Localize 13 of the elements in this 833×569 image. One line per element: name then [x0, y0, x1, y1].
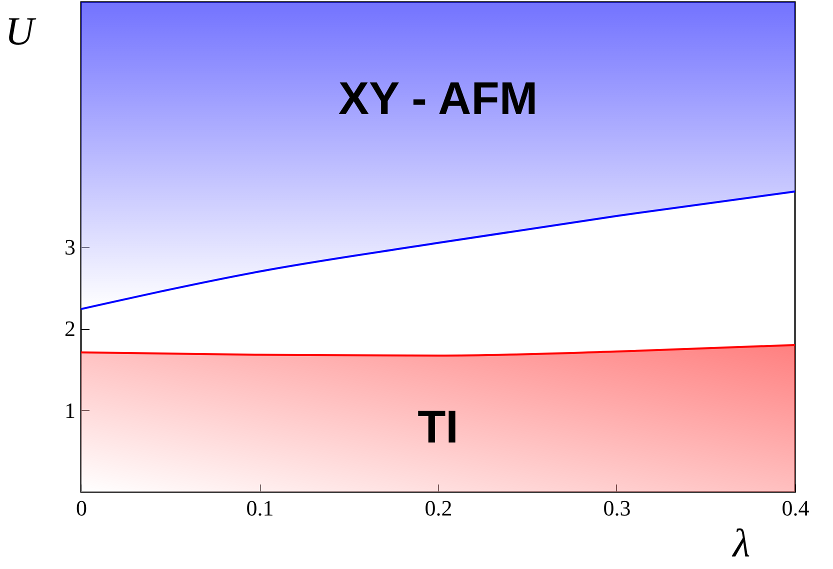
y-tick-label: 1	[64, 398, 76, 423]
x-tick-label: 0.4	[782, 496, 810, 520]
line-series	[80, 190, 796, 310]
y-tick-label: 3	[64, 234, 76, 260]
x-tick-label: 0.2	[424, 496, 452, 520]
x-tick-label: 0.3	[603, 496, 631, 520]
x-tick-label: 0	[76, 496, 87, 520]
y-axis-title: U	[5, 8, 38, 54]
y-tick-label: 2	[64, 316, 76, 342]
x-axis-title: λ	[732, 520, 750, 566]
annotation: TI	[418, 400, 458, 452]
annotation: XY - AFM	[338, 72, 538, 124]
x-tick-label: 0.1	[246, 496, 274, 520]
